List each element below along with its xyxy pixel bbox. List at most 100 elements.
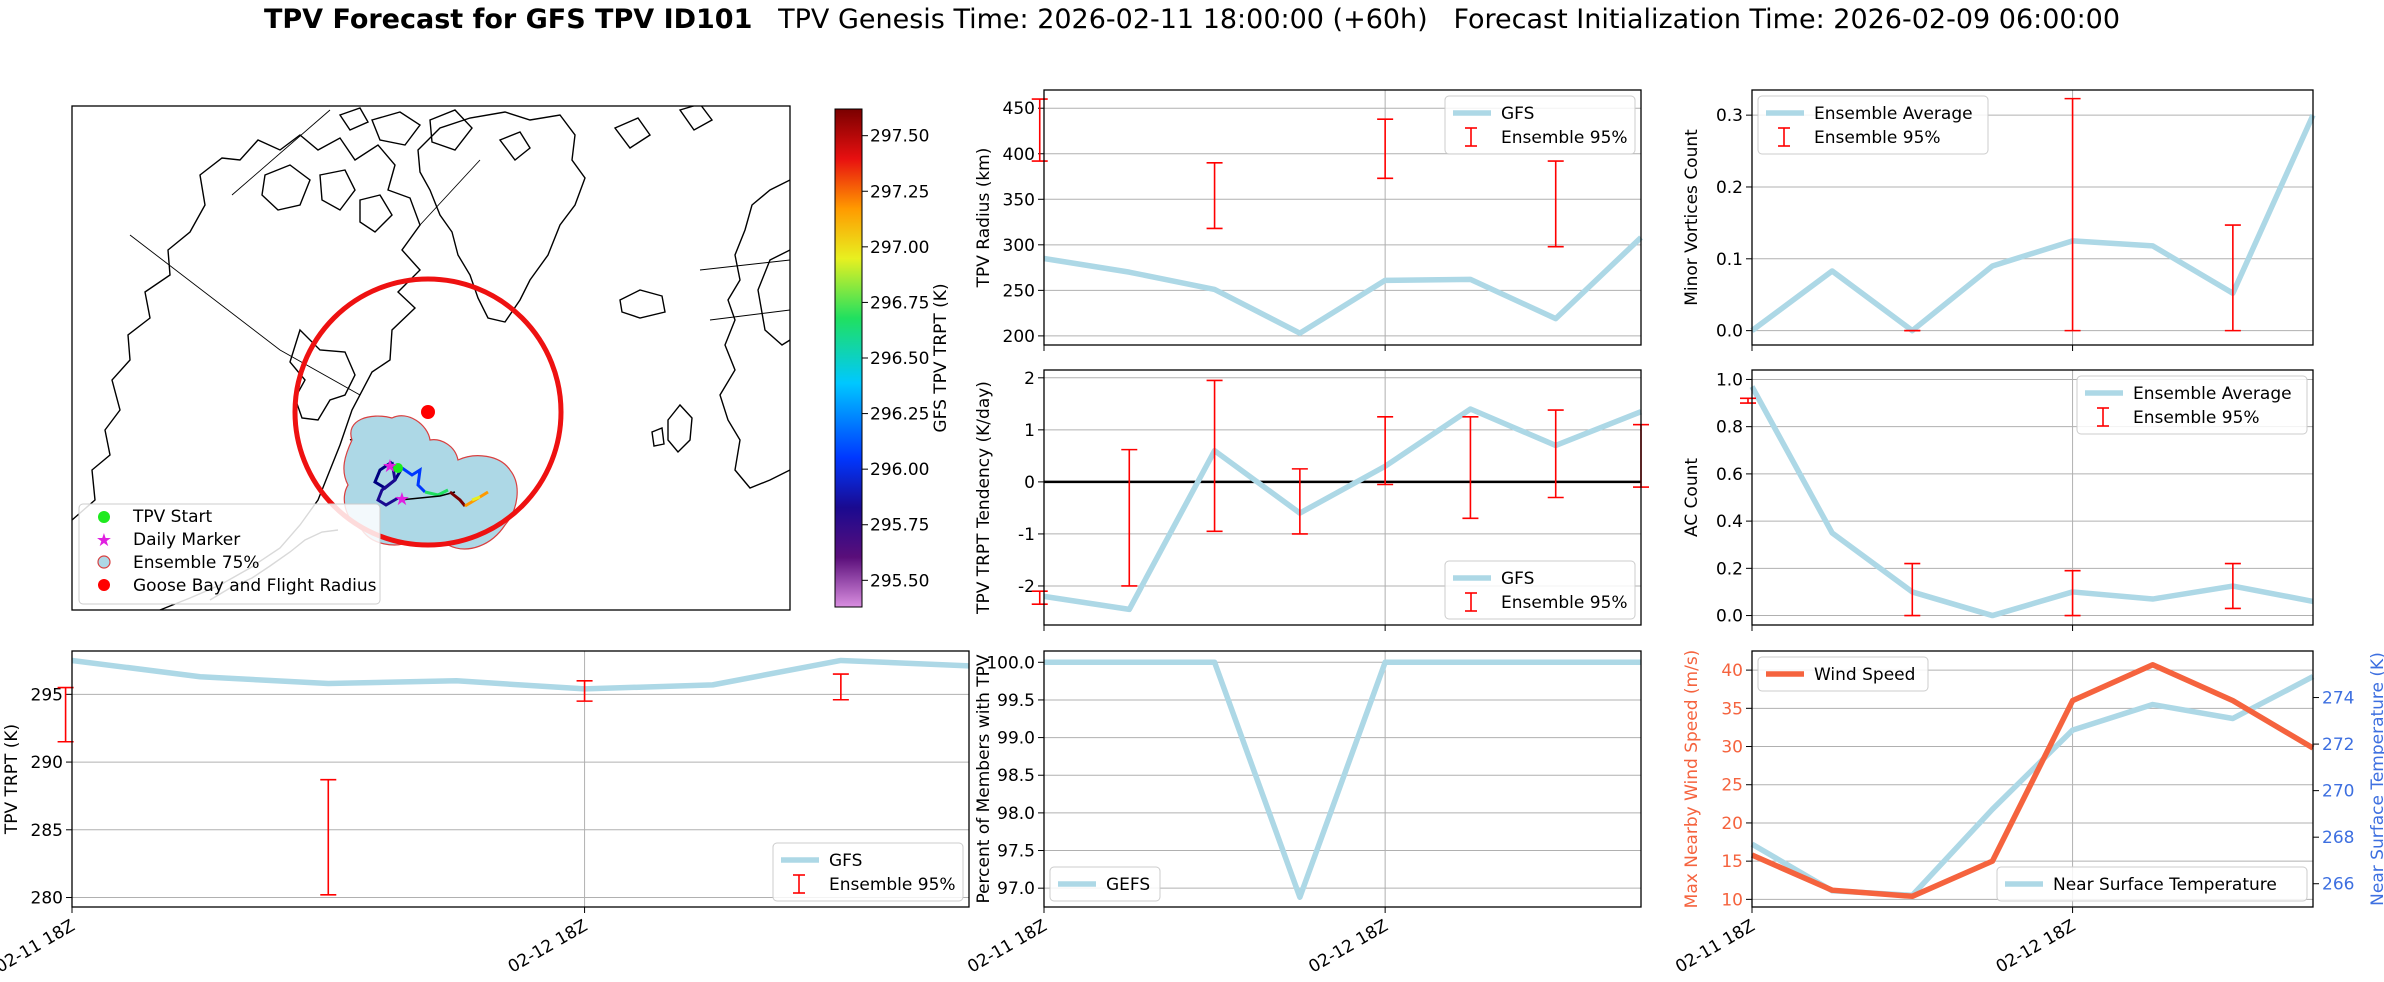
title-genesis: TPV Genesis Time: 2026-02-11 18:00:00 (+… [778,4,1428,35]
coastline-iceland [619,289,666,319]
y-tick-label: 290 [31,753,63,773]
goose-bay-marker [421,405,435,419]
y-tick-label: 0.0 [1716,322,1743,342]
legend-start-symbol [98,511,110,523]
legend-label: Ensemble 95% [2133,408,2260,428]
y-tick-label: 99.5 [997,691,1035,711]
track-segment-cyan [401,466,427,494]
legend-label: Ensemble Average [1814,104,1973,124]
y-tick-label: 280 [31,889,63,909]
colorbar-tick-label: 297.50 [870,127,929,147]
y-tick-label: 450 [1003,99,1035,119]
legend: GFS Ensemble 95% [772,842,964,902]
y-tick-label: 295 [31,685,63,705]
y-tick-label: 0.2 [1716,178,1743,198]
axes-frame [1751,89,2314,346]
tpv-start-marker [393,463,403,473]
y2-tick-label: 274 [2322,689,2354,709]
legend-box [1757,656,1929,692]
legend-label: Near Surface Temperature [2053,875,2277,895]
track-segment-green [424,488,449,497]
x-tick-label: 02-11 18Z [0,916,79,977]
axes-frame [1043,89,1642,346]
legend-label: GEFS [1106,875,1150,895]
legend-box [1049,866,1161,902]
colorbar-tick-label: 296.00 [870,460,929,480]
y-tick-label: 350 [1003,190,1035,210]
series-line [1749,385,2314,619]
title-bold: TPV Forecast for GFS TPV ID101 [263,4,753,35]
chart-radius: 200 250 300 350 400 450 TPV Radius (km) GFS Ense… [974,89,1643,351]
y-tick-label: -2 [1018,577,1035,597]
axes-frame [1751,369,2314,626]
legend-box [772,842,964,902]
colorbar-ticks: 297.50 297.25 297.00 296.75 296.50 296.25 296.… [862,127,929,591]
series-line [1750,114,2316,334]
y-tick-label: -1 [1018,525,1035,545]
y-axis-label: TPV TRPT Tendency (K/day) [974,381,994,615]
legend-label: Ensemble 95% [1814,128,1941,148]
legend: Ensemble Average Ensemble 95% [2076,375,2308,435]
legend-daily-symbol: ★ [96,530,112,551]
legend: Wind Speed [1757,656,1929,692]
map-legend-label: Daily Marker [133,530,240,550]
legend-label: GFS [1501,104,1534,124]
coastline-scandinavia [757,249,790,346]
series-line-wind [1750,662,2315,900]
chart-members: 97.0 97.5 98.0 98.5 99.0 99.5 100.0 02-11 18Z 02… [964,650,1642,977]
figure-title: TPV Forecast for GFS TPV ID101 TPV Genes… [0,4,2384,35]
y-axis-label: TPV TRPT (K) [2,724,22,835]
y-axis-label: AC Count [1682,458,1702,537]
y2-tick-label: 266 [2322,875,2354,895]
y-axis-label: Percent of Members with TPV [974,654,994,903]
colorbar-tick-label: 295.50 [870,571,929,591]
y2-tick-label: 268 [2322,828,2354,848]
colorbar-tick-label: 295.75 [870,516,929,536]
legend-box [2076,375,2308,435]
y-axis-label: Max Nearby Wind Speed (m/s) [1682,650,1702,909]
map-panel: ★ ★ ★ TPV Start Daily Marker Ensemble 75… [71,105,951,611]
y-tick-label: 30 [1721,738,1743,758]
y-tick-label: 99.0 [997,729,1035,749]
y2-tick-label: 270 [2322,782,2354,802]
colorbar-tick-label: 297.00 [870,238,929,258]
legend-box [1996,866,2308,902]
y-tick-label: 20 [1721,814,1743,834]
y-tick-label: 97.0 [997,879,1035,899]
colorbar-tick-label: 296.50 [870,349,929,369]
colorbar-gradient [834,108,863,608]
y-tick-label: 98.0 [997,804,1035,824]
y-tick-label: 1.0 [1716,370,1743,390]
y-tick-label: 0.0 [1716,607,1743,627]
y-tick-label: 100.0 [986,653,1035,673]
track-segment-darkred [449,490,467,507]
coastline-greenland [417,111,586,323]
legend-label: GFS [1501,569,1534,589]
series-line [1043,235,1643,336]
coastline-svalbard [498,106,714,161]
tpv-track [373,460,489,508]
colorbar: 297.50 297.25 297.00 296.75 296.50 296.25 296.… [834,108,951,608]
colorbar-label: GFS TPV TRPT (K) [931,283,951,432]
chart-minor: 0.0 0.1 0.2 0.3 Minor Vortices Count Ensemble… [1682,89,2316,351]
legend-label: Ensemble 95% [829,875,956,895]
y-tick-label: 25 [1721,776,1743,796]
y-tick-label: 0.3 [1716,106,1743,126]
chart-trpt: 280 285 290 295 02-11 18Z 02-12 18Z TPV TRPT (… [0,650,970,977]
legend-box [1444,560,1636,620]
chart-ac: 0.0 0.2 0.4 0.6 0.8 1.0 AC Count Ensemble Avera… [1682,369,2314,631]
y-tick-label: 285 [31,821,63,841]
legend-box [1757,95,1989,155]
y-tick-label: 400 [1003,145,1035,165]
x-tick-label: 02-11 18Z [1672,916,1758,977]
y-tick-label: 40 [1721,661,1743,681]
border-lines [129,109,790,396]
coastline-arctic-islands [261,107,473,233]
legend-label: GFS [829,851,862,871]
y-tick-label: 35 [1721,699,1743,719]
map-legend-label: TPV Start [132,507,213,527]
legend-box [1444,95,1636,155]
chart-tendency: -2 -1 0 1 2 TPV TRPT Tendency (K/day) GFS Ensem… [974,369,1649,631]
